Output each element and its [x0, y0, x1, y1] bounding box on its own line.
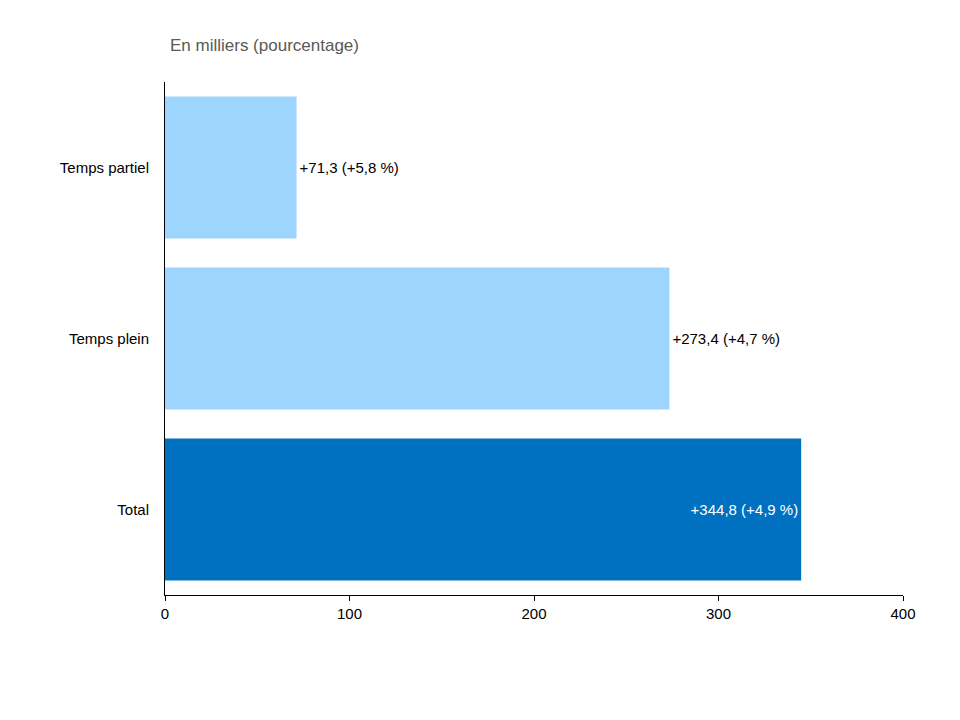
svg-text:300: 300: [706, 605, 731, 622]
svg-text:200: 200: [521, 605, 546, 622]
svg-text:+71,3 (+5,8 %): +71,3 (+5,8 %): [300, 159, 399, 176]
svg-text:0: 0: [161, 605, 169, 622]
svg-text:100: 100: [337, 605, 362, 622]
svg-text:Temps plein: Temps plein: [69, 330, 149, 347]
svg-text:Temps partiel: Temps partiel: [60, 159, 149, 176]
svg-text:Total: Total: [117, 501, 149, 518]
svg-text:+344,8 (+4,9 %): +344,8 (+4,9 %): [691, 501, 799, 518]
svg-text:En milliers (pourcentage): En milliers (pourcentage): [170, 36, 359, 55]
svg-text:+273,4 (+4,7 %): +273,4 (+4,7 %): [672, 330, 780, 347]
svg-text:400: 400: [890, 605, 915, 622]
